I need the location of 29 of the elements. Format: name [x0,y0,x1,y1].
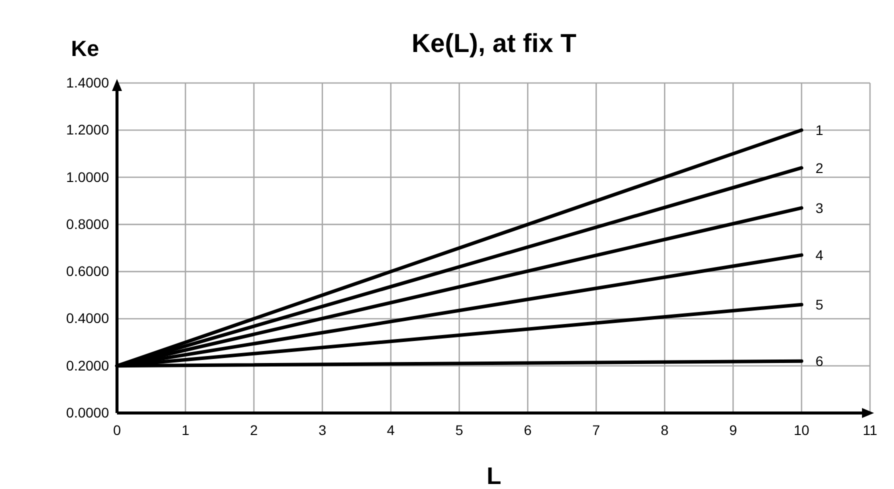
series-label: 5 [816,296,824,313]
y-tick-label: 1.4000 [66,74,110,90]
y-tick-label: 0.4000 [66,310,110,326]
x-tick-label: 2 [250,422,258,438]
series-label: 3 [816,200,824,216]
x-tick-label: 11 [862,422,878,438]
series-label: 6 [816,353,824,370]
y-axis-title: Ke [70,36,100,61]
y-tick-label: 1.2000 [66,122,110,138]
x-tick-label: 4 [386,422,395,438]
series-label: 2 [816,160,824,176]
x-axis-title: L [486,463,502,489]
x-tick-label: 3 [318,422,326,438]
x-tick-label: 7 [592,422,600,438]
y-tick-label: 1.0000 [66,168,110,185]
x-tick-label: 1 [182,422,190,438]
x-tick-label: 0 [113,422,122,438]
x-tick-label: 5 [455,422,464,438]
x-tick-label: 6 [524,422,532,438]
series-label: 4 [816,247,824,264]
y-tick-label: 0.0000 [66,404,110,420]
y-tick-label: 0.2000 [66,357,110,374]
y-tick-label: 0.6000 [66,263,110,280]
chart-title: Ke(L), at fix T [412,28,576,58]
x-tick-label: 8 [660,422,669,438]
series-label: 1 [816,122,824,138]
y-tick-label: 0.8000 [66,216,110,232]
x-tick-label: 9 [729,422,738,438]
x-tick-label: 10 [794,422,810,438]
